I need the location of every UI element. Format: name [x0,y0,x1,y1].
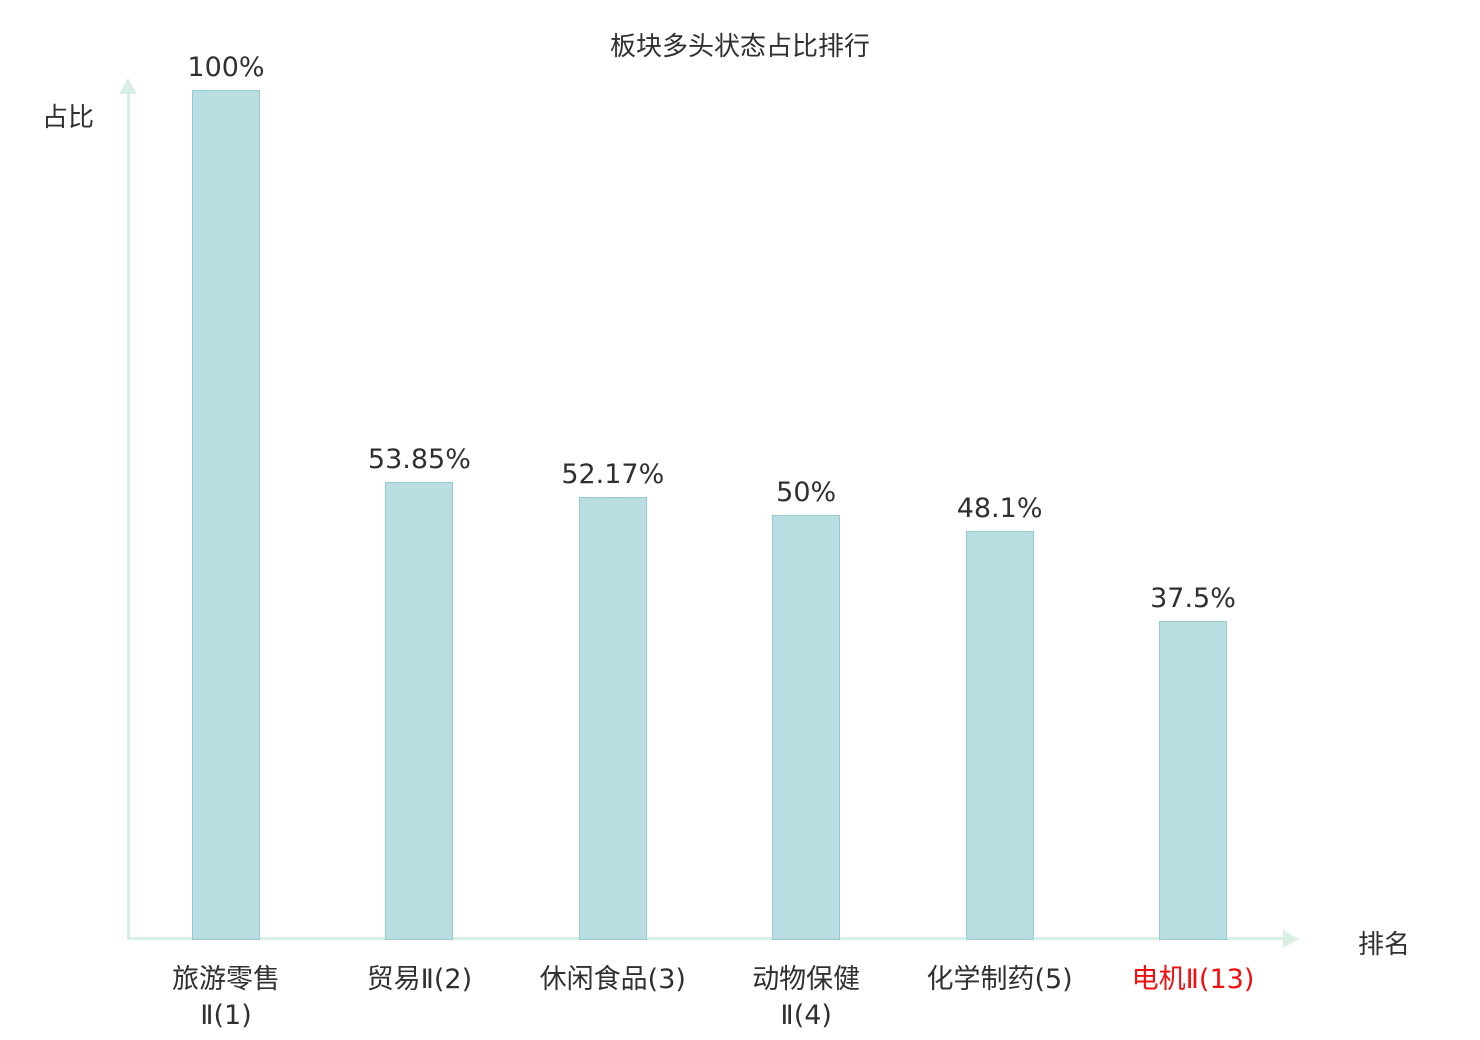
x-axis-line [127,937,1283,940]
bar [385,482,454,940]
y-axis-arrow-icon [119,78,137,94]
bar-group: 50% [696,477,916,940]
chart-title: 板块多头状态占比排行 [609,32,870,62]
x-axis-arrow-icon [1283,930,1299,948]
bar-value-label: 37.5% [1150,583,1236,614]
y-axis-line [127,92,130,940]
bar [772,515,841,940]
bar-group: 48.1% [890,493,1110,940]
bar-value-label: 48.1% [956,493,1043,524]
bar [965,531,1034,940]
x-axis-label: 排名 [1358,930,1411,960]
bar [192,90,260,940]
bar-category-label: 贸易Ⅱ(2) [366,964,473,995]
bar-group: 100% [116,52,336,940]
y-axis-label: 占比 [42,103,95,133]
bar-value-label: 53.85% [367,444,471,475]
bar-category-label: 动物保健 Ⅱ(4) [752,964,861,1031]
bar-group: 52.17% [503,459,723,940]
bar-value-label: 52.17% [561,459,665,490]
bar-value-label: 50% [776,477,837,508]
bar-category-label: 旅游零售 Ⅱ(1) [172,964,280,1031]
bar [1159,621,1227,940]
bar-category-label: 化学制药(5) [926,964,1073,995]
bar-category-label: 电机Ⅱ(13) [1131,964,1255,995]
bar-group: 53.85% [309,444,529,940]
bar [578,497,647,940]
bar-group: 37.5% [1083,583,1303,940]
bar-value-label: 100% [187,52,265,83]
bar-category-label: 休闲食品(3) [539,964,686,995]
